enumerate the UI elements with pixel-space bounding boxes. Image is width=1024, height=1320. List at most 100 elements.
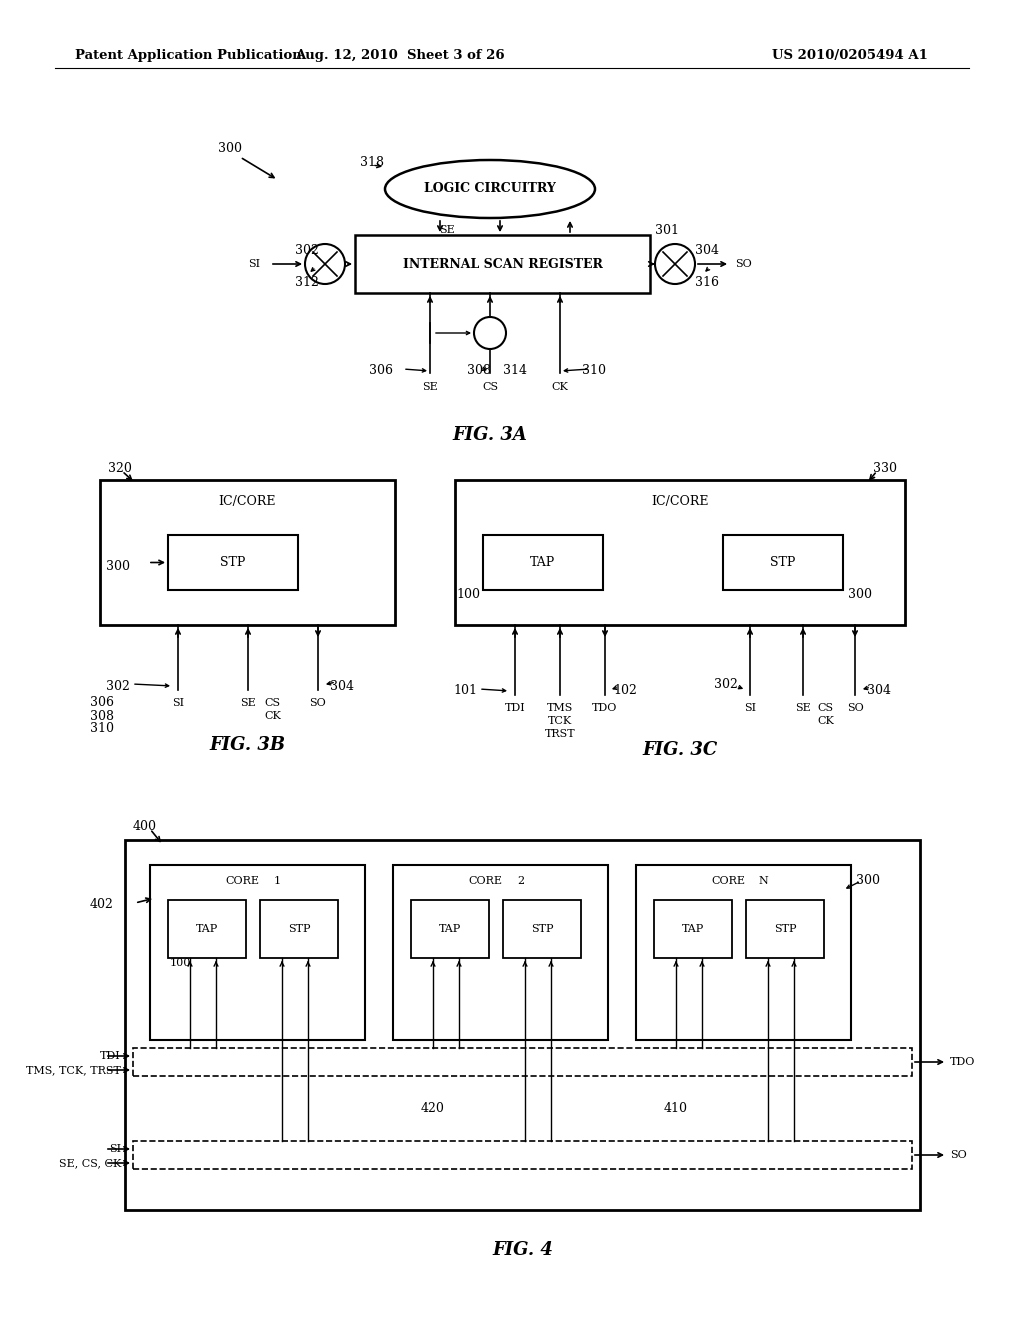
Text: SE: SE — [795, 704, 811, 713]
Text: 302: 302 — [714, 678, 738, 692]
Text: TAP: TAP — [196, 924, 218, 935]
Bar — [483, 535, 603, 590]
Text: SO: SO — [950, 1150, 967, 1160]
Text: TAP: TAP — [530, 556, 556, 569]
Text: 310: 310 — [582, 364, 606, 378]
Text: 306: 306 — [90, 697, 114, 710]
Text: CS: CS — [482, 381, 498, 392]
Text: 100: 100 — [456, 589, 480, 602]
Text: TDI: TDI — [100, 1051, 121, 1061]
Text: 304: 304 — [867, 685, 891, 697]
Text: 310: 310 — [90, 722, 114, 735]
Text: TDO: TDO — [950, 1057, 976, 1067]
Text: CORE: CORE — [469, 876, 503, 886]
Text: FIG. 3B: FIG. 3B — [210, 737, 286, 754]
Text: 1: 1 — [274, 876, 281, 886]
Text: SE: SE — [422, 381, 438, 392]
Text: 300: 300 — [856, 874, 880, 887]
Bar — [636, 865, 851, 1040]
Ellipse shape — [385, 160, 595, 218]
Text: CORE: CORE — [712, 876, 745, 886]
Text: 302: 302 — [295, 243, 318, 256]
Bar — [723, 535, 843, 590]
Text: 304: 304 — [330, 680, 354, 693]
Text: SE: SE — [240, 698, 256, 708]
Text: FIG. 3A: FIG. 3A — [453, 426, 527, 444]
Text: 316: 316 — [695, 276, 719, 289]
Text: TCK: TCK — [548, 715, 572, 726]
Text: 2: 2 — [517, 876, 524, 886]
Text: STP: STP — [774, 924, 797, 935]
Circle shape — [655, 244, 695, 284]
Bar — [168, 535, 298, 590]
Text: SE, CS, CK: SE, CS, CK — [58, 1158, 121, 1168]
Text: 410: 410 — [664, 1102, 688, 1115]
Text: 306: 306 — [369, 364, 393, 378]
Bar — [455, 480, 905, 624]
Text: 400: 400 — [133, 820, 157, 833]
Text: 318: 318 — [360, 157, 384, 169]
Text: TAP: TAP — [682, 924, 705, 935]
Text: SI: SI — [248, 259, 260, 269]
Text: 300: 300 — [218, 141, 242, 154]
Text: CK: CK — [817, 715, 834, 726]
Bar — [503, 900, 581, 958]
Text: SI: SI — [109, 1144, 121, 1154]
Text: 320: 320 — [108, 462, 132, 474]
Text: CORE: CORE — [225, 876, 259, 886]
Text: 300: 300 — [106, 560, 130, 573]
Bar — [133, 1048, 912, 1076]
Bar — [746, 900, 824, 958]
Text: 100: 100 — [170, 958, 191, 968]
Bar — [150, 865, 365, 1040]
Text: TAP: TAP — [439, 924, 461, 935]
Circle shape — [305, 244, 345, 284]
Text: 420: 420 — [421, 1102, 445, 1115]
Text: SI: SI — [744, 704, 756, 713]
Text: CS: CS — [264, 698, 281, 708]
Text: SO: SO — [309, 698, 327, 708]
Text: INTERNAL SCAN REGISTER: INTERNAL SCAN REGISTER — [402, 257, 602, 271]
Text: CK: CK — [552, 381, 568, 392]
Text: STP: STP — [770, 556, 796, 569]
Bar — [355, 235, 650, 293]
Text: TDO: TDO — [592, 704, 617, 713]
Text: 312: 312 — [295, 276, 318, 289]
Text: 300: 300 — [848, 589, 872, 602]
Text: FIG. 4: FIG. 4 — [493, 1241, 553, 1259]
Circle shape — [474, 317, 506, 348]
Text: TRST: TRST — [545, 729, 575, 739]
Bar — [100, 480, 395, 624]
Text: 308: 308 — [467, 364, 490, 378]
Bar — [654, 900, 732, 958]
Text: IC/CORE: IC/CORE — [219, 495, 276, 508]
Text: STP: STP — [220, 556, 246, 569]
Bar — [125, 840, 920, 1210]
Text: SO: SO — [847, 704, 863, 713]
Text: SE: SE — [439, 224, 455, 235]
Text: 314: 314 — [503, 364, 527, 378]
Bar — [168, 900, 246, 958]
Text: IC/CORE: IC/CORE — [651, 495, 709, 508]
Text: SO: SO — [735, 259, 752, 269]
Text: STP: STP — [530, 924, 553, 935]
Text: CK: CK — [264, 711, 281, 721]
Text: 302: 302 — [106, 680, 130, 693]
Text: 330: 330 — [873, 462, 897, 474]
Text: TDI: TDI — [505, 704, 525, 713]
Text: TMS, TCK, TRST: TMS, TCK, TRST — [27, 1065, 121, 1074]
Text: SI: SI — [172, 698, 184, 708]
Text: Aug. 12, 2010  Sheet 3 of 26: Aug. 12, 2010 Sheet 3 of 26 — [295, 49, 505, 62]
Text: TMS: TMS — [547, 704, 573, 713]
Text: STP: STP — [288, 924, 310, 935]
Bar — [260, 900, 338, 958]
Text: 308: 308 — [90, 710, 114, 722]
Text: Patent Application Publication: Patent Application Publication — [75, 49, 302, 62]
Text: FIG. 3C: FIG. 3C — [642, 741, 718, 759]
Bar — [411, 900, 489, 958]
Text: 304: 304 — [695, 243, 719, 256]
Text: LOGIC CIRCUITRY: LOGIC CIRCUITRY — [424, 182, 556, 195]
Text: US 2010/0205494 A1: US 2010/0205494 A1 — [772, 49, 928, 62]
Text: N: N — [759, 876, 768, 886]
Bar — [133, 1140, 912, 1170]
